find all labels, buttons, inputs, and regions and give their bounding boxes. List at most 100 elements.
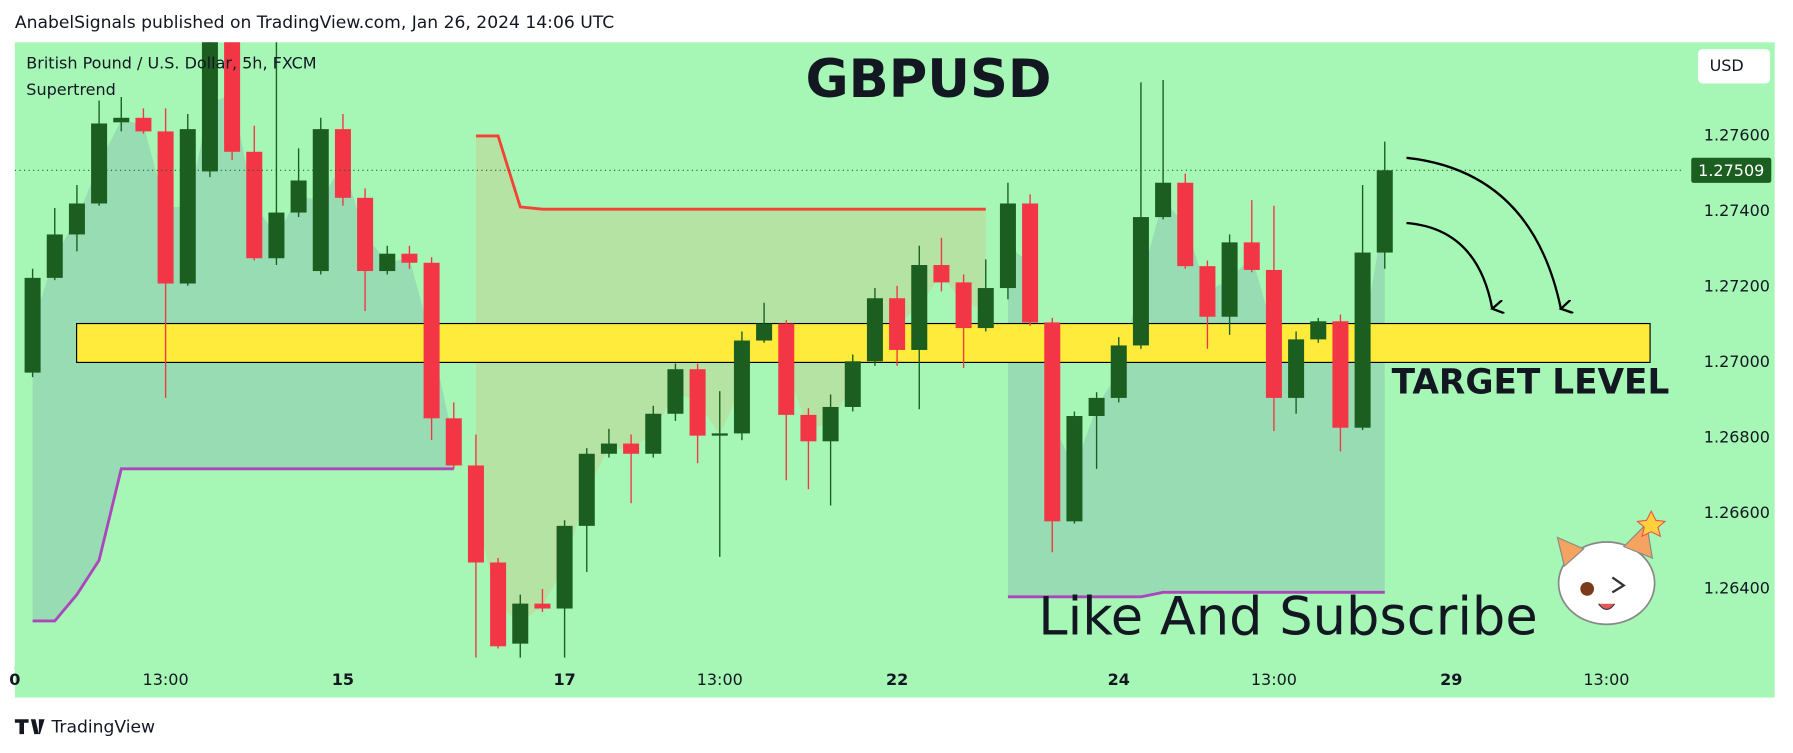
candle-body	[1376, 170, 1393, 253]
chart-title: GBPUSD	[805, 49, 1051, 110]
candle-body	[733, 340, 750, 434]
candle-body	[889, 298, 906, 350]
candle-body	[290, 180, 307, 213]
subscribe-annotation: Like And Subscribe	[1038, 586, 1537, 647]
currency-button[interactable]	[1698, 49, 1771, 84]
candle-body	[955, 282, 972, 329]
candle-body	[1110, 345, 1127, 398]
candle-body	[844, 361, 861, 407]
candle-body	[467, 465, 484, 563]
candle-body	[756, 323, 773, 341]
candle-body	[711, 433, 728, 436]
last-price-label: 1.27509	[1698, 161, 1764, 180]
candle-body	[46, 234, 63, 278]
supertrend-line	[475, 134, 986, 211]
candle-body	[778, 323, 795, 415]
x-tick-label: 13:00	[143, 670, 189, 689]
arrow	[1406, 221, 1492, 309]
overlay: 1.26400 1.26600 1.26800 1.27000 1.27200 1.274…	[9, 125, 1772, 689]
supertrend-line	[32, 467, 1385, 623]
y-tick-label: 1.27400	[1704, 201, 1770, 220]
candle-body	[1243, 242, 1260, 270]
candle-body	[1022, 203, 1039, 323]
candle-body	[866, 298, 883, 362]
candle-body	[1155, 182, 1172, 218]
x-tick-label: 0	[9, 670, 20, 689]
candle-body	[490, 562, 507, 647]
candle-body	[1132, 217, 1149, 346]
target-zone	[76, 322, 1651, 363]
candle-body	[822, 406, 839, 442]
candle-body	[312, 129, 329, 272]
x-tick-label: 13:00	[1251, 670, 1297, 689]
candle-body	[933, 265, 950, 283]
arrow	[1406, 156, 1560, 309]
supertrend-fill	[1007, 199, 1385, 597]
candle-body	[135, 117, 152, 132]
candle-body	[379, 253, 396, 272]
candle-body	[1066, 416, 1083, 522]
candle-body	[977, 288, 994, 329]
footer-brand: TradingView	[50, 717, 155, 737]
tradingview-logo	[14, 719, 45, 735]
x-tick-label: 15	[332, 670, 354, 689]
candle-body	[401, 253, 418, 263]
candle-body	[1044, 322, 1061, 522]
candle-body	[1199, 266, 1216, 317]
candle-body	[999, 203, 1016, 289]
candle-body	[534, 603, 551, 609]
candle-body	[445, 418, 462, 466]
candle-body	[201, 42, 218, 172]
last-price-box	[1691, 157, 1772, 183]
candle-body	[423, 262, 440, 419]
symbol-label: British Pound / U.S. Dollar, 5h, FXCM	[26, 54, 316, 73]
candle-body	[157, 131, 174, 284]
y-tick-label: 1.27000	[1704, 352, 1770, 371]
currency-label: USD	[1710, 56, 1744, 75]
plot-area	[14, 42, 1681, 658]
candle-body	[268, 212, 285, 259]
candle-body	[1221, 242, 1238, 317]
candle-body	[224, 42, 241, 152]
candle-body	[1265, 269, 1282, 398]
cat-sticker	[1556, 509, 1667, 626]
candle-body	[1354, 252, 1371, 428]
x-tick-label: 22	[886, 670, 908, 689]
candle-body	[600, 443, 617, 454]
publish-header: AnabelSignals published on TradingView.c…	[15, 13, 614, 33]
y-tick-label: 1.27600	[1704, 125, 1770, 144]
candle-body	[512, 603, 529, 644]
y-tick-label: 1.27200	[1704, 276, 1770, 295]
x-tick-label: 29	[1440, 670, 1462, 689]
candle-body	[113, 117, 130, 123]
candle-body	[1177, 182, 1194, 267]
candle-body	[800, 414, 817, 442]
indicator-label: Supertrend	[26, 80, 116, 99]
candle-body	[68, 203, 85, 235]
supertrend-fill	[475, 135, 986, 624]
candle-body	[556, 525, 573, 609]
candle-body	[24, 277, 41, 373]
y-tick-label: 1.26800	[1704, 427, 1770, 446]
y-tick-label: 1.26400	[1704, 578, 1770, 597]
candle-body	[357, 197, 374, 272]
candle-body	[91, 123, 108, 204]
x-tick-label: 13:00	[697, 670, 743, 689]
candle-body	[334, 129, 351, 198]
x-tick-label: 24	[1108, 670, 1130, 689]
candle-body	[645, 413, 662, 454]
x-tick-label: 13:00	[1583, 670, 1629, 689]
x-tick-label: 17	[553, 670, 575, 689]
candle-body	[911, 265, 928, 350]
y-tick-label: 1.26600	[1704, 503, 1770, 522]
candle-body	[1332, 321, 1349, 428]
candle-body	[1088, 397, 1105, 417]
candle-body	[689, 369, 706, 436]
candle-body	[623, 443, 640, 454]
target-annotation: TARGET LEVEL	[1392, 363, 1670, 403]
candle-body	[1288, 339, 1305, 398]
candle-body	[1310, 321, 1327, 340]
candle-body	[179, 129, 196, 284]
candle-body	[246, 151, 263, 259]
